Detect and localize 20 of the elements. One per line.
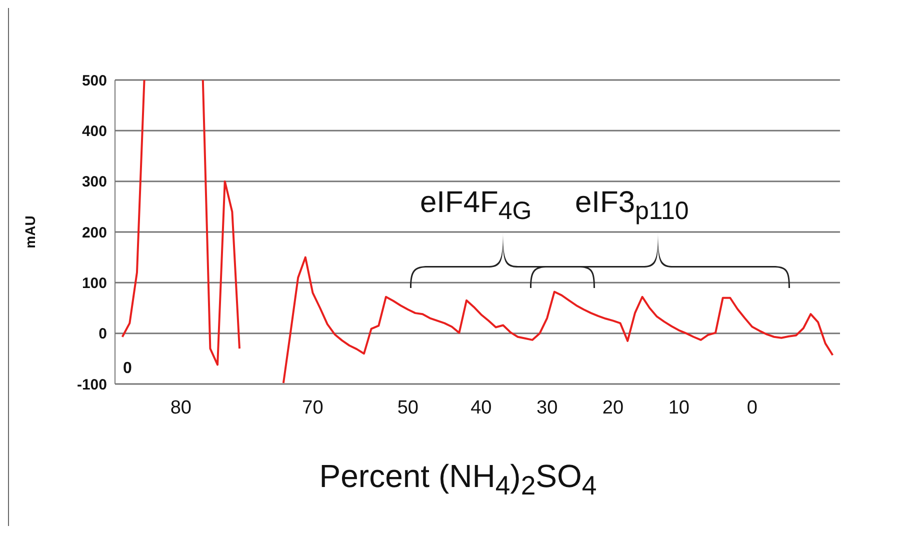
x-tick-label: 50	[397, 397, 418, 418]
x-tick-label: 0	[746, 397, 758, 418]
y-tick-label: 200	[82, 224, 107, 242]
x-tick-label: 70	[302, 397, 324, 418]
annotation: eIF4F$_{4G}$	[420, 186, 532, 226]
y-axis-title: mAU	[22, 216, 38, 248]
y-tick-label: 400	[82, 122, 107, 140]
x-tick-label: 30	[536, 397, 558, 418]
y-tick-label: 0	[98, 326, 107, 343]
y-tick-label: 300	[82, 174, 107, 191]
y-tick-label: -100	[76, 376, 107, 394]
y-tick-label: 100	[82, 274, 107, 292]
x-axis-title: Percent (NH$_{4}$)$_{2}$SO$_{4}$	[318, 458, 598, 502]
x-tick-label: 20	[602, 397, 624, 418]
annotation: eIF3$_{p110}$	[575, 186, 689, 226]
annotation: 0	[123, 360, 132, 378]
x-tick-label: 10	[668, 397, 690, 418]
x-tick-label: 40	[470, 397, 492, 418]
y-tick-label: 500	[82, 72, 107, 90]
x-tick-label: 80	[170, 397, 192, 418]
